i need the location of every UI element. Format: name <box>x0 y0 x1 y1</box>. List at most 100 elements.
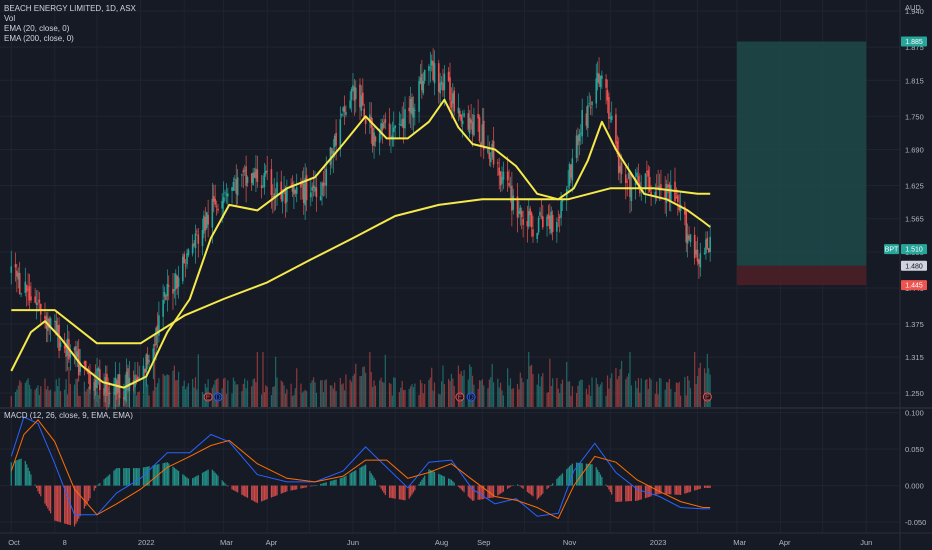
volume-bar <box>339 377 341 407</box>
volume-bar <box>132 385 135 407</box>
candle-body <box>76 351 79 358</box>
candle-body <box>380 123 382 135</box>
candle-body <box>104 377 107 394</box>
candle-body <box>567 186 569 188</box>
candle-body <box>256 169 259 182</box>
candle-body <box>457 107 460 114</box>
volume-bar <box>311 380 313 407</box>
macd-histogram-bar <box>28 471 31 486</box>
macd-histogram-bar <box>550 484 552 486</box>
volume-bar <box>452 378 454 407</box>
volume-bar <box>595 377 597 407</box>
volume-bar <box>552 378 554 407</box>
candle-body <box>589 107 592 109</box>
volume-bar <box>575 393 578 407</box>
candle-body <box>165 295 167 301</box>
volume-bar <box>401 380 403 407</box>
macd-histogram-bar <box>620 485 623 502</box>
candle-body <box>688 236 690 240</box>
macd-histogram-bar <box>391 485 393 499</box>
macd-histogram-bar <box>443 476 445 486</box>
volume-bar <box>245 388 247 407</box>
macd-histogram-bar <box>537 485 540 499</box>
volume-bar <box>69 383 71 407</box>
volume-bar <box>443 384 445 407</box>
currency-label: AUD <box>905 3 921 12</box>
candle-body <box>69 350 72 358</box>
volume-bar <box>522 382 524 407</box>
macd-histogram-bar <box>433 471 436 486</box>
candle-body <box>253 172 256 178</box>
macd-histogram-bar <box>123 468 125 486</box>
volume-bar <box>147 384 149 407</box>
candle-body <box>191 244 194 254</box>
candle-body <box>349 100 351 109</box>
candle-body <box>384 119 387 123</box>
candle-body <box>467 113 470 130</box>
candle-body <box>491 143 493 158</box>
candle-body <box>509 186 512 188</box>
macd-histogram-bar <box>680 485 682 495</box>
candle-body <box>492 140 495 165</box>
macd-histogram-bar <box>695 485 697 491</box>
volume-bar <box>58 377 60 407</box>
macd-histogram-bar <box>424 475 426 486</box>
volume-bar <box>134 381 136 407</box>
macd-histogram-bar <box>173 467 175 486</box>
macd-histogram-bar <box>332 480 334 486</box>
volume-bar <box>418 394 420 407</box>
candle-body <box>527 211 530 227</box>
candle-body <box>489 158 492 163</box>
macd-histogram-bar <box>177 471 180 486</box>
candle-body <box>520 211 523 218</box>
candle-body <box>536 233 538 239</box>
volume-bar <box>24 382 26 407</box>
volume-bar <box>175 380 177 407</box>
volume-bar <box>335 391 337 407</box>
candle-body <box>319 196 322 201</box>
macd-histogram-bar <box>96 485 98 487</box>
candle-body <box>272 195 274 198</box>
volume-bar <box>390 383 392 407</box>
volume-bar <box>698 367 700 407</box>
event-marker-label: D <box>215 395 220 402</box>
position-target-zone <box>736 41 867 266</box>
candle-body <box>629 173 631 198</box>
time-tick-label: Apr <box>779 538 791 547</box>
macd-histogram-bar <box>687 485 689 493</box>
volume-bar <box>500 382 502 407</box>
candle-body <box>144 368 146 373</box>
candle-body <box>568 164 571 186</box>
candle-body <box>698 259 700 265</box>
macd-histogram-bar <box>253 485 256 502</box>
macd-histogram-bar <box>706 485 708 488</box>
stop-price-badge: 1.445 <box>905 283 923 290</box>
macd-histogram-bar <box>609 485 611 492</box>
macd-histogram-bar <box>50 485 52 514</box>
volume-bar <box>227 380 229 407</box>
macd-histogram-bar <box>222 481 225 486</box>
candle-body <box>217 208 219 211</box>
macd-histogram-bar <box>414 485 416 491</box>
macd-histogram-bar <box>182 474 184 486</box>
candle-body <box>173 289 176 292</box>
volume-bar <box>334 382 336 407</box>
volume-bar <box>561 379 564 407</box>
volume-bar <box>560 383 562 407</box>
volume-bar <box>65 379 67 407</box>
macd-histogram-bar <box>197 475 199 486</box>
volume-bar <box>419 379 422 407</box>
volume-bar <box>526 379 528 407</box>
volume-bar <box>688 380 690 407</box>
volume-bar <box>630 385 633 407</box>
candle-body <box>371 128 374 146</box>
macd-histogram-bar <box>342 477 344 486</box>
macd-histogram-bar <box>221 480 223 486</box>
candle-body <box>542 216 544 228</box>
macd-histogram-bar <box>14 460 17 486</box>
volume-bar <box>137 392 139 407</box>
volume-bar <box>303 391 305 407</box>
macd-histogram-bar <box>398 485 400 500</box>
volume-bar <box>372 386 374 407</box>
